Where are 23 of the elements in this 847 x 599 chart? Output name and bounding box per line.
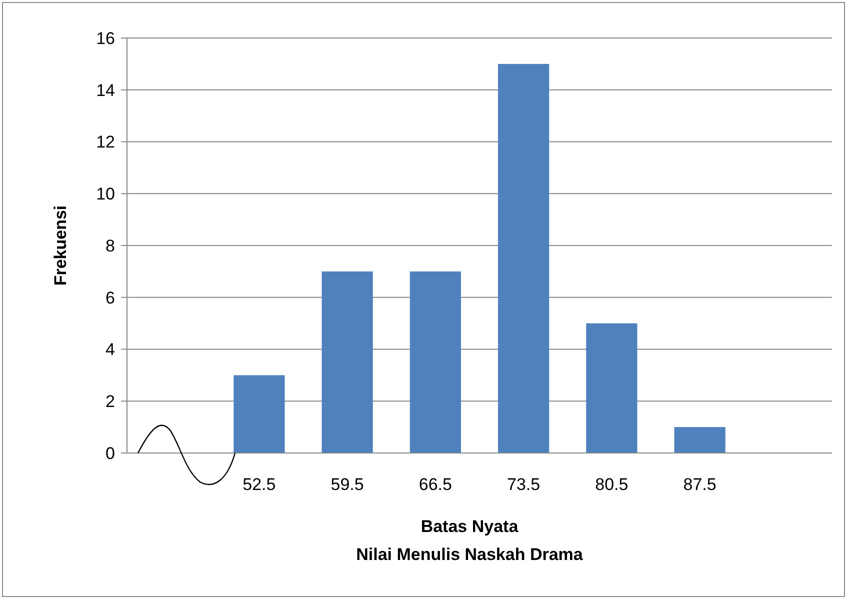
- y-tick-label: 0: [106, 444, 115, 463]
- y-tick-label: 12: [96, 132, 115, 152]
- x-tick-label: 87.5: [683, 475, 716, 494]
- y-axis-title: Frekuensi: [51, 205, 70, 286]
- y-tick-label: 16: [96, 28, 115, 48]
- bar: [322, 271, 373, 453]
- y-tick-label: 4: [106, 340, 115, 360]
- bar: [410, 271, 461, 453]
- y-tick-label: 10: [96, 184, 115, 204]
- x-axis-title: Batas Nyata Nilai Menulis Naskah Drama: [356, 517, 584, 564]
- bar: [586, 323, 638, 453]
- x-tick-label: 73.5: [507, 475, 540, 494]
- y-tick-label: 2: [106, 392, 115, 412]
- x-tick-label: 59.5: [330, 475, 364, 494]
- x-tick-label: 52.5: [242, 475, 276, 494]
- x-tick-label: 66.5: [418, 475, 452, 494]
- bar: [498, 64, 550, 453]
- y-tick-label: 8: [106, 236, 115, 256]
- bar: [674, 427, 726, 453]
- bar: [234, 375, 285, 453]
- x-tick-label: 80.5: [595, 475, 628, 494]
- y-tick-label: 6: [106, 288, 115, 308]
- y-tick-label: 14: [96, 80, 115, 100]
